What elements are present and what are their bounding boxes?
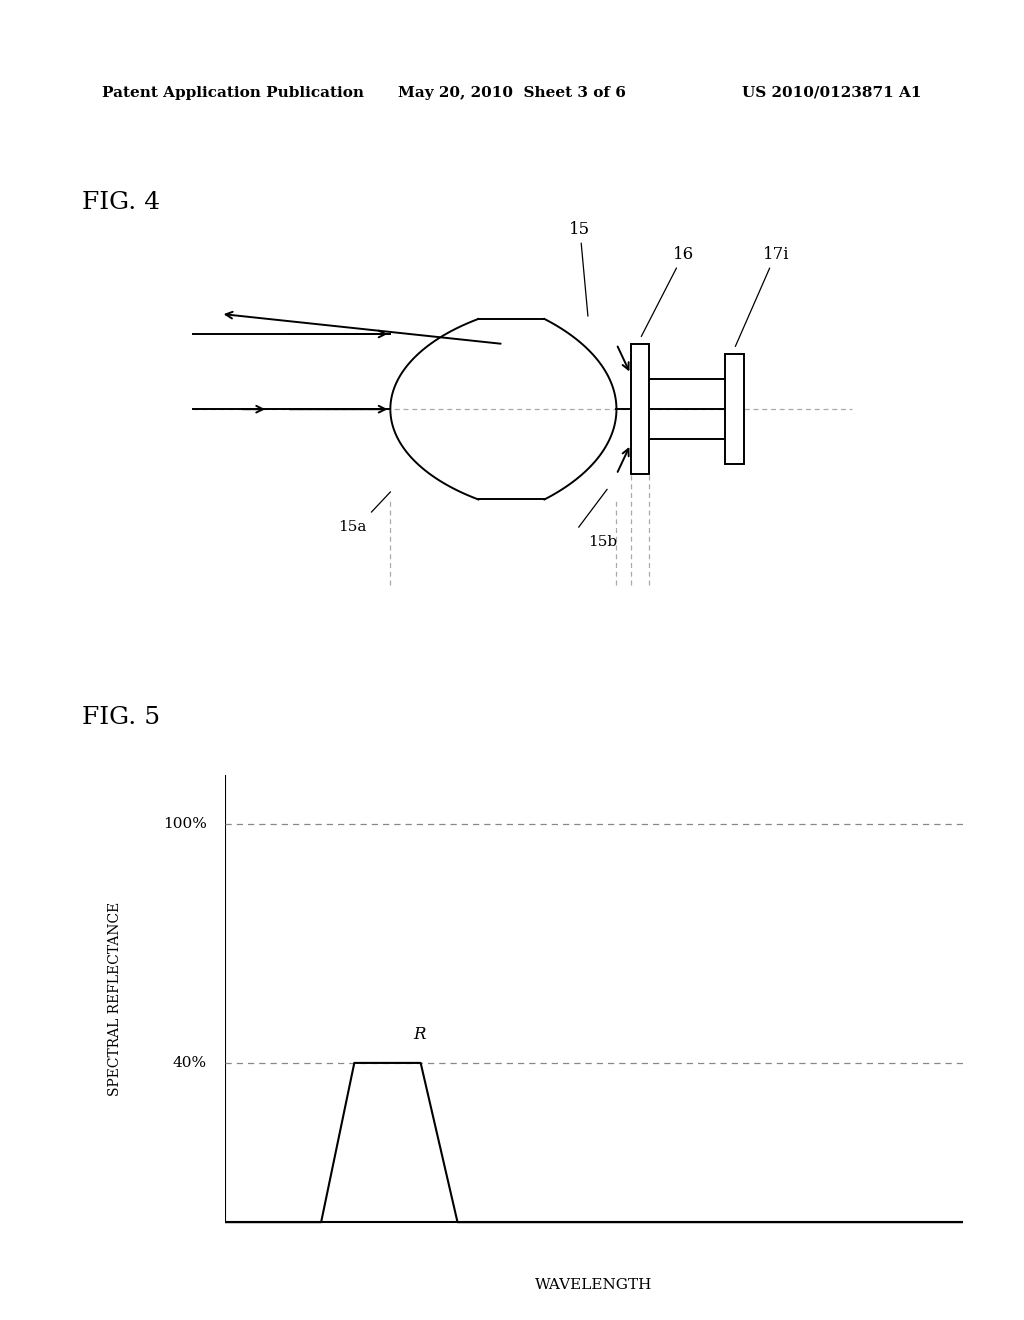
Text: FIG. 5: FIG. 5: [82, 706, 160, 729]
Text: 100%: 100%: [163, 817, 207, 832]
Bar: [725, 354, 743, 465]
Text: May 20, 2010  Sheet 3 of 6: May 20, 2010 Sheet 3 of 6: [398, 86, 626, 100]
Text: 15a: 15a: [339, 520, 367, 533]
Text: 16: 16: [641, 246, 694, 337]
Text: 40%: 40%: [173, 1056, 207, 1071]
Text: WAVELENGTH: WAVELENGTH: [536, 1278, 652, 1292]
Text: R: R: [414, 1026, 426, 1043]
Text: 15b: 15b: [588, 535, 617, 549]
Text: Patent Application Publication: Patent Application Publication: [102, 86, 365, 100]
Text: 15: 15: [569, 220, 591, 317]
Text: 17i: 17i: [735, 246, 788, 346]
Text: FIG. 4: FIG. 4: [82, 191, 160, 214]
Text: SPECTRAL REFLECTANCE: SPECTRAL REFLECTANCE: [108, 902, 122, 1097]
Text: US 2010/0123871 A1: US 2010/0123871 A1: [742, 86, 922, 100]
Bar: [631, 345, 649, 474]
